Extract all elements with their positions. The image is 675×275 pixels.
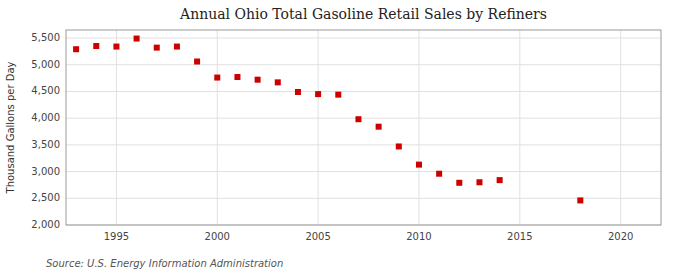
grid-line — [66, 198, 661, 199]
grid-line — [519, 30, 520, 225]
grid-line — [66, 64, 661, 65]
grid-line — [66, 171, 661, 172]
point — [315, 91, 321, 97]
x-tick-label: 1995 — [104, 231, 129, 242]
point — [497, 177, 503, 183]
y-tick-label: 5,500 — [31, 32, 60, 43]
point — [194, 59, 200, 65]
point — [214, 75, 220, 81]
plot-frame — [66, 30, 661, 225]
y-tick-label: 3,000 — [31, 166, 60, 177]
y-tick-label: 3,500 — [31, 139, 60, 150]
point — [134, 36, 140, 42]
point — [436, 171, 442, 177]
x-tick-label: 2010 — [406, 231, 431, 242]
point — [335, 92, 341, 98]
y-tick-label: 2,500 — [31, 192, 60, 203]
grid-line — [66, 118, 661, 119]
grid-line — [620, 30, 621, 225]
x-tick-label: 2000 — [205, 231, 230, 242]
y-tick-label: 4,500 — [31, 85, 60, 96]
grid-line — [418, 30, 419, 225]
axes: 2,000 2,500 3,000 3,500 4,000 4,500 5,000 5,500… — [31, 30, 661, 242]
point — [255, 77, 261, 83]
grid-line — [66, 38, 661, 39]
title: Annual Ohio Total Gasoline Retail Sales … — [179, 6, 547, 22]
point — [295, 89, 301, 95]
point — [476, 179, 482, 185]
source-note: Source: U.S. Energy Information Administ… — [46, 258, 283, 269]
grid-line — [116, 30, 117, 225]
point — [456, 180, 462, 186]
x-tick-label: 2020 — [608, 231, 633, 242]
grid-line — [318, 30, 319, 225]
plot-area — [66, 30, 661, 225]
grid-line — [66, 144, 661, 145]
x-tick-label: 2005 — [305, 231, 330, 242]
y-axis-label: Thousand Gallons per Day — [5, 61, 16, 194]
x-tick-label: 2015 — [507, 231, 532, 242]
y-tick-label: 5,000 — [31, 59, 60, 70]
point — [234, 74, 240, 80]
chart: 2,000 2,500 3,000 3,500 4,000 4,500 5,000 5,500… — [0, 0, 675, 275]
point — [93, 43, 99, 49]
point — [73, 46, 79, 52]
point — [376, 124, 382, 130]
point — [577, 197, 583, 203]
points — [73, 36, 583, 204]
point — [355, 116, 361, 122]
point — [396, 143, 402, 149]
grid — [66, 30, 661, 225]
y-tick-label: 4,000 — [31, 112, 60, 123]
point — [416, 162, 422, 168]
point — [174, 44, 180, 50]
grid-line — [217, 30, 218, 225]
point — [275, 79, 281, 85]
grid-line — [66, 91, 661, 92]
y-tick-label: 2,000 — [31, 219, 60, 230]
point — [154, 45, 160, 51]
point — [113, 44, 119, 50]
